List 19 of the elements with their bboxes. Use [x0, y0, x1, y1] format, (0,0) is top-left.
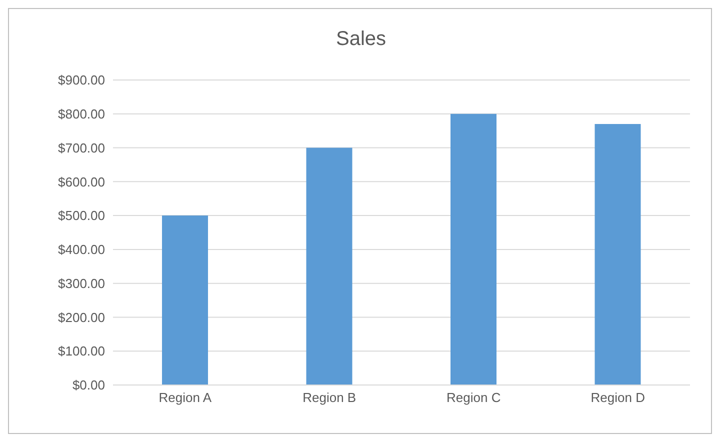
y-tick-label: $0.00: [72, 378, 105, 393]
y-tick-label: $400.00: [58, 242, 105, 258]
y-tick-label: $500.00: [58, 208, 105, 224]
chart-title: Sales: [334, 28, 388, 51]
y-tick-label: $700.00: [58, 140, 105, 156]
bar: [306, 148, 352, 385]
x-tick-label: Region C: [446, 390, 501, 406]
y-tick-label: $200.00: [58, 310, 105, 325]
y-tick-label: $100.00: [58, 344, 105, 359]
y-tick-label: $600.00: [58, 174, 105, 190]
y-tick-label: $800.00: [58, 106, 105, 122]
x-tick-label: Region D: [590, 390, 645, 406]
x-tick-label: Region A: [158, 390, 212, 406]
bar: [162, 216, 208, 385]
bar: [594, 124, 641, 385]
x-tick-label: Region B: [302, 390, 356, 406]
bar: [450, 114, 496, 385]
y-tick-label: $300.00: [58, 276, 105, 291]
y-tick-label: $900.00: [58, 72, 105, 88]
